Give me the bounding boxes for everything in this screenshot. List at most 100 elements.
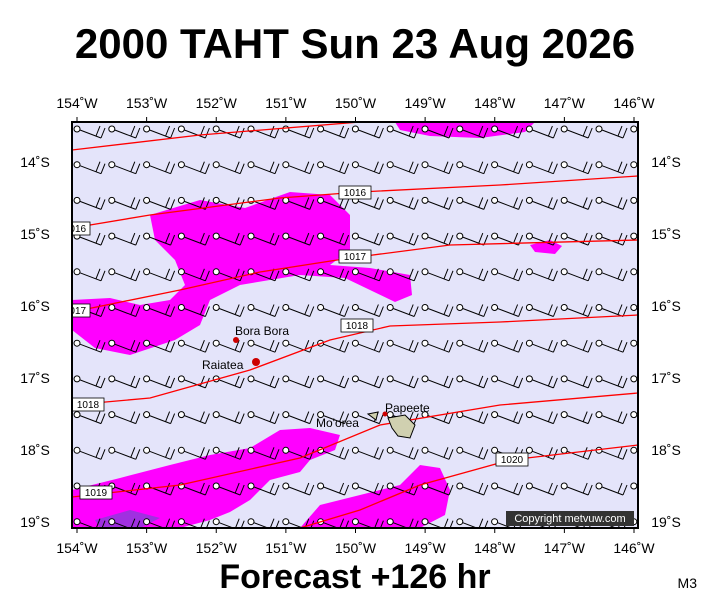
barb-station bbox=[73, 518, 81, 526]
barb-feather bbox=[617, 125, 623, 137]
wind-barb bbox=[247, 518, 280, 528]
barb-shaft bbox=[149, 236, 171, 246]
barb-shaft bbox=[358, 450, 380, 460]
barb-shaft bbox=[427, 272, 450, 282]
barb-feather bbox=[587, 234, 593, 246]
barb-feather bbox=[622, 484, 628, 496]
barb-feather bbox=[448, 163, 454, 174]
barb-station bbox=[143, 518, 151, 526]
barb-shaft bbox=[253, 308, 276, 317]
barb-feather bbox=[587, 127, 593, 139]
barb-feather bbox=[204, 163, 210, 174]
x-axis-label: 149˚W bbox=[405, 95, 447, 111]
barb-station bbox=[73, 161, 81, 169]
place-name: Raiatea bbox=[202, 358, 244, 372]
barb-feather bbox=[552, 413, 558, 424]
islands bbox=[233, 337, 416, 439]
wind-barb bbox=[386, 375, 419, 389]
barb-feather bbox=[135, 234, 141, 246]
barb-station bbox=[177, 161, 185, 169]
wind-barb bbox=[595, 196, 628, 210]
barb-feather bbox=[617, 268, 623, 279]
barb-feather bbox=[378, 270, 384, 281]
wind-barb bbox=[421, 304, 454, 317]
barb-station bbox=[317, 482, 325, 490]
wind-barb bbox=[351, 232, 384, 246]
barb-shaft bbox=[288, 165, 310, 175]
barb-feather bbox=[547, 411, 553, 422]
barb-shaft bbox=[393, 236, 415, 246]
barb-shaft bbox=[114, 200, 136, 210]
barb-station bbox=[177, 446, 185, 454]
wind-barb bbox=[491, 196, 524, 210]
barb-station bbox=[525, 161, 533, 169]
barb-shaft bbox=[497, 200, 519, 210]
barb-feather bbox=[373, 197, 379, 208]
barb-shaft bbox=[532, 272, 554, 282]
wind-barb bbox=[212, 161, 245, 175]
wind-barb bbox=[491, 482, 524, 496]
barb-feather bbox=[478, 197, 484, 208]
wind-barb bbox=[212, 339, 245, 353]
barb-station bbox=[143, 411, 151, 419]
barb-shaft bbox=[567, 165, 589, 175]
barb-feather bbox=[309, 413, 315, 424]
barb-feather bbox=[518, 127, 524, 139]
barb-shaft bbox=[427, 200, 450, 210]
barb-feather bbox=[130, 161, 136, 172]
wind-barb bbox=[351, 304, 384, 317]
barb-feather bbox=[339, 482, 345, 494]
x-axis-label: 152˚W bbox=[196, 95, 238, 111]
barb-station bbox=[386, 125, 394, 133]
barb-feather bbox=[170, 163, 176, 174]
wind-barb bbox=[212, 518, 245, 528]
barb-shaft bbox=[323, 522, 339, 528]
wind-barb bbox=[525, 196, 558, 210]
wind-barb bbox=[421, 232, 454, 246]
barb-station bbox=[595, 339, 603, 347]
barb-shaft bbox=[532, 308, 554, 317]
barb-feather bbox=[344, 234, 350, 246]
barb-feather bbox=[100, 377, 106, 389]
wind-barb bbox=[317, 411, 350, 425]
label-box bbox=[79, 485, 113, 500]
barb-shaft bbox=[149, 200, 171, 210]
barb-feather bbox=[345, 520, 350, 528]
barb-feather bbox=[478, 411, 484, 422]
barb-feather bbox=[414, 520, 419, 528]
barb-station bbox=[247, 304, 255, 311]
x-axis-label: 146˚W bbox=[613, 95, 655, 111]
wind-barb bbox=[108, 339, 141, 353]
barb-station bbox=[525, 446, 533, 454]
wind-barb bbox=[595, 304, 628, 317]
wind-barb bbox=[421, 518, 454, 528]
barb-feather bbox=[413, 306, 419, 317]
barb-feather bbox=[204, 377, 210, 389]
barb-shaft bbox=[149, 379, 171, 389]
barb-feather bbox=[547, 304, 553, 315]
barb-feather bbox=[449, 520, 454, 528]
barb-feather bbox=[309, 306, 315, 317]
label-box bbox=[72, 221, 91, 236]
barb-feather bbox=[443, 375, 449, 387]
barb-shaft bbox=[462, 379, 484, 389]
barb-feather bbox=[478, 125, 484, 137]
isobar-line bbox=[72, 175, 638, 229]
wind-barb bbox=[630, 446, 638, 454]
barb-station bbox=[595, 375, 603, 383]
barb-shaft bbox=[253, 486, 276, 496]
barb-feather bbox=[478, 232, 484, 244]
barb-feather bbox=[309, 377, 315, 389]
barb-station bbox=[247, 446, 255, 454]
barb-feather bbox=[373, 161, 379, 172]
barb-shaft bbox=[219, 272, 241, 282]
wind-barb bbox=[177, 411, 210, 425]
wind-barb bbox=[247, 446, 280, 460]
barb-feather bbox=[478, 161, 484, 172]
barb-feather bbox=[552, 270, 558, 281]
wind-barb bbox=[351, 125, 384, 139]
wind-barb bbox=[456, 375, 489, 389]
barb-shaft bbox=[184, 379, 206, 389]
wind-barb bbox=[317, 375, 350, 389]
barb-feather bbox=[204, 127, 210, 139]
